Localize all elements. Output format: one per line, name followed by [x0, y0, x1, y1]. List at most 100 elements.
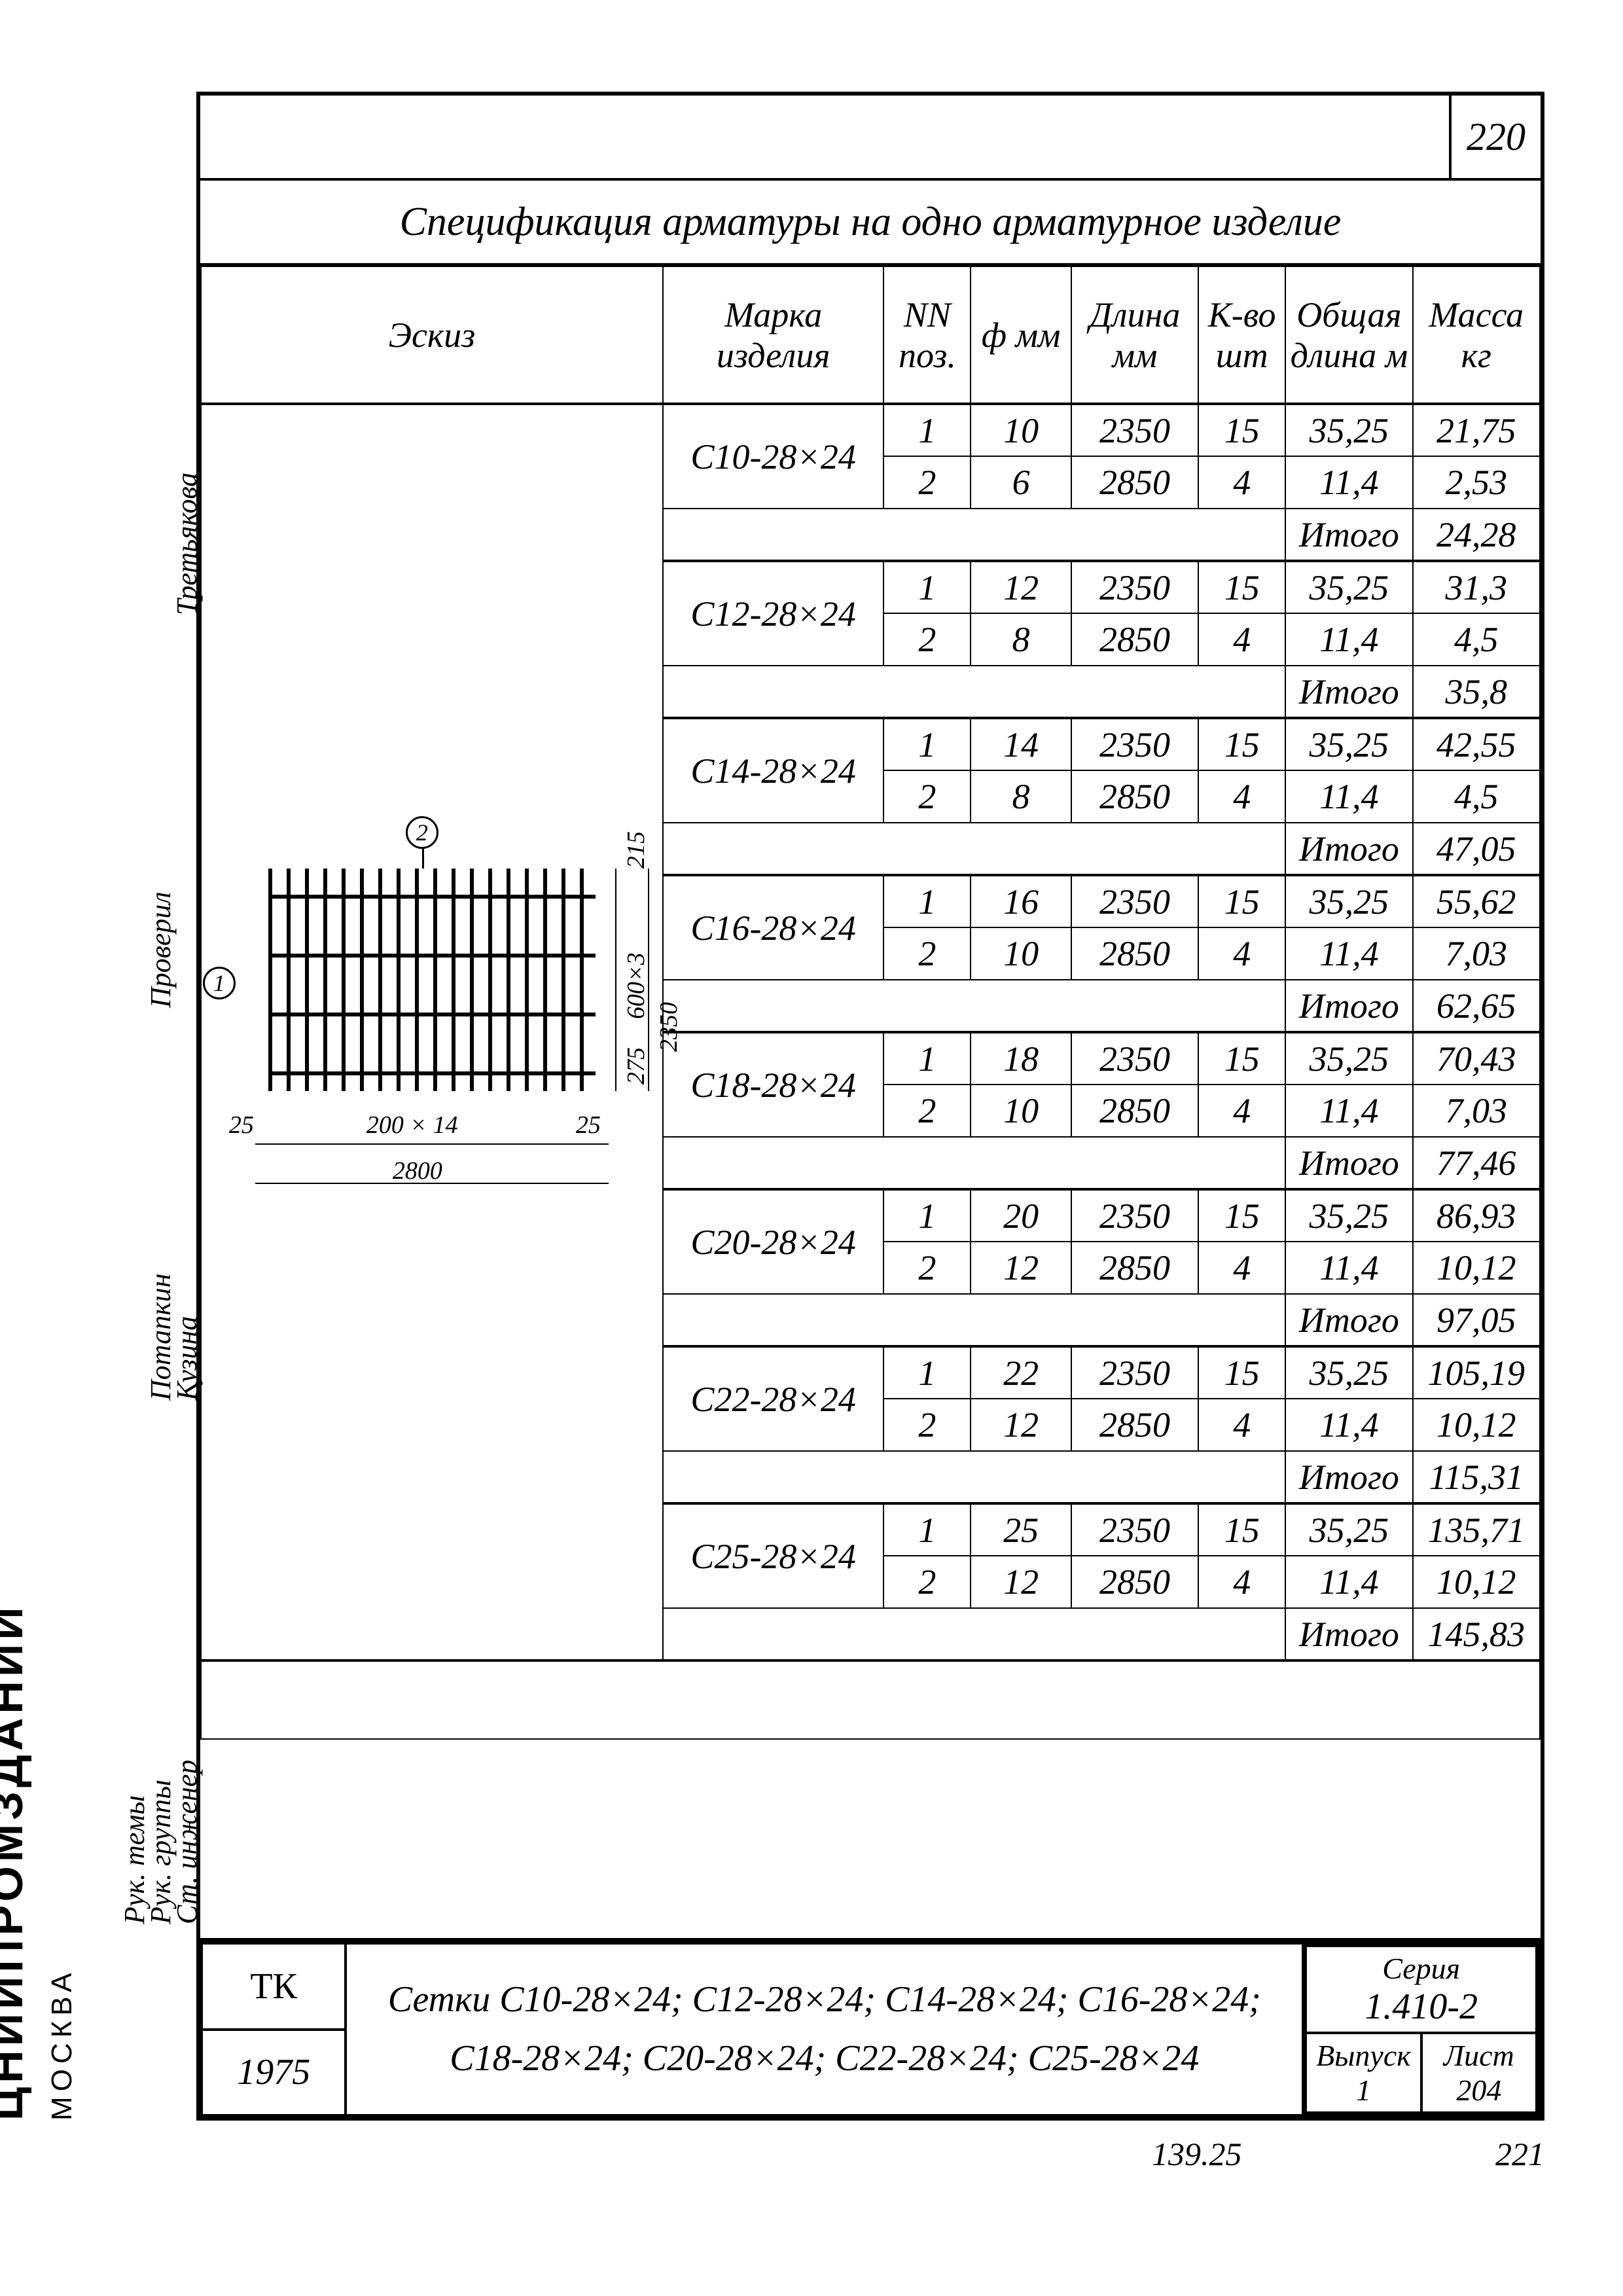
itogo-label: Итого [1285, 1137, 1412, 1189]
cell-dlina: 2850 [1071, 770, 1198, 823]
header-massa: Масса кг [1413, 266, 1540, 404]
itogo-label: Итого [1285, 1608, 1412, 1660]
cell-phi: 18 [971, 1032, 1071, 1085]
tb-desc-line: Сетки С10-28×24; С12-28×24; С14-28×24; С… [388, 1979, 1261, 2020]
itogo-label: Итого [1285, 666, 1412, 718]
footer-left: 139.25 [1152, 2135, 1242, 2173]
cell-obsh: 35,25 [1285, 875, 1412, 927]
cell-kvo: 15 [1198, 1032, 1285, 1085]
dim-200x14: 200 × 14 [366, 1111, 458, 1139]
cell-marka: С12-28×24 [663, 561, 884, 666]
cell-kvo: 4 [1198, 927, 1285, 980]
cell-phi: 25 [971, 1503, 1071, 1556]
cell-massa: 2,53 [1413, 456, 1540, 509]
tb-desc-line: С18-28×24; С20-28×24; С22-28×24; С25-28×… [450, 2038, 1199, 2079]
cell-kvo: 15 [1198, 1189, 1285, 1242]
cell-marka: С22-28×24 [663, 1346, 884, 1451]
cell-nn: 1 [883, 718, 971, 770]
cell-massa: 7,03 [1413, 1085, 1540, 1137]
cell-marka: С20-28×24 [663, 1189, 884, 1294]
cell-obsh: 35,25 [1285, 718, 1412, 770]
cell-marka: С25-28×24 [663, 1503, 884, 1608]
mesh-grid [268, 869, 596, 1091]
cell-nn: 2 [883, 770, 971, 823]
header-dlina: Длина мм [1071, 266, 1198, 404]
header-obsh: Общая длина м [1285, 266, 1412, 404]
cell-kvo: 15 [1198, 875, 1285, 927]
header-marka: Марка изделия [663, 266, 884, 404]
cell-nn: 2 [883, 1242, 971, 1294]
cell-kvo: 4 [1198, 1242, 1285, 1294]
cell-nn: 1 [883, 1503, 971, 1556]
cell-marka: С18-28×24 [663, 1032, 884, 1137]
cell-massa: 4,5 [1413, 613, 1540, 666]
tb-seria-value: 1.410-2 [1364, 1986, 1478, 2027]
cell-dlina: 2350 [1071, 561, 1198, 613]
cell-nn: 1 [883, 1346, 971, 1399]
cell-kvo: 15 [1198, 1503, 1285, 1556]
cell-obsh: 35,25 [1285, 1346, 1412, 1399]
cell-phi: 10 [971, 1085, 1071, 1137]
cell-massa: 21,75 [1413, 404, 1540, 456]
header-nn: NN поз. [883, 266, 971, 404]
cell-nn: 1 [883, 404, 971, 456]
tb-list-value: 204 [1456, 2073, 1501, 2107]
cell-nn: 2 [883, 1399, 971, 1451]
itogo-value: 24,28 [1413, 509, 1540, 561]
itogo-value: 62,65 [1413, 980, 1540, 1032]
cell-nn: 1 [883, 875, 971, 927]
cell-kvo: 4 [1198, 1556, 1285, 1608]
cell-marka: С10-28×24 [663, 404, 884, 509]
itogo-label: Итого [1285, 1294, 1412, 1346]
itogo-value: 115,31 [1413, 1451, 1540, 1503]
cell-nn: 2 [883, 1085, 971, 1137]
cell-kvo: 15 [1198, 561, 1285, 613]
dim-25l: 25 [229, 1111, 254, 1139]
cell-phi: 14 [971, 718, 1071, 770]
cell-nn: 2 [883, 927, 971, 980]
cell-phi: 12 [971, 561, 1071, 613]
cell-phi: 10 [971, 927, 1071, 980]
tb-year: 1975 [202, 2030, 346, 2116]
itogo-label: Итого [1285, 509, 1412, 561]
cell-massa: 4,5 [1413, 770, 1540, 823]
cell-obsh: 11,4 [1285, 1556, 1412, 1608]
cell-obsh: 11,4 [1285, 927, 1412, 980]
cell-kvo: 15 [1198, 404, 1285, 456]
cell-kvo: 4 [1198, 456, 1285, 509]
cell-nn: 1 [883, 561, 971, 613]
cell-dlina: 2350 [1071, 1189, 1198, 1242]
cell-dlina: 2350 [1071, 718, 1198, 770]
itogo-value: 77,46 [1413, 1137, 1540, 1189]
itogo-value: 97,05 [1413, 1294, 1540, 1346]
footer-right: 221 [1495, 2135, 1544, 2173]
cell-marka: С14-28×24 [663, 718, 884, 823]
callout-2: 2 [406, 816, 438, 849]
org-name: ЦНИИПРОМЗДАНИЙ [0, 1603, 33, 2121]
header-kvo: К-во шт [1198, 266, 1285, 404]
itogo-value: 145,83 [1413, 1608, 1540, 1660]
itogo-value: 35,8 [1413, 666, 1540, 718]
cell-phi: 12 [971, 1556, 1071, 1608]
side-panel: Рук. темы Рук. группы Ст. инженер Потапк… [79, 157, 190, 2055]
cell-phi: 16 [971, 875, 1071, 927]
tb-description: Сетки С10-28×24; С12-28×24; С14-28×24; С… [346, 1943, 1303, 2115]
cell-massa: 10,12 [1413, 1399, 1540, 1451]
cell-massa: 10,12 [1413, 1242, 1540, 1294]
header-eskiz: Эскиз [201, 266, 663, 404]
cell-kvo: 15 [1198, 718, 1285, 770]
cell-dlina: 2850 [1071, 927, 1198, 980]
cell-dlina: 2850 [1071, 1085, 1198, 1137]
cell-phi: 8 [971, 613, 1071, 666]
cell-nn: 2 [883, 613, 971, 666]
cell-phi: 20 [971, 1189, 1071, 1242]
itogo-label: Итого [1285, 980, 1412, 1032]
drawing-frame: 220 Спецификация арматуры на одно армату… [196, 92, 1544, 2121]
dim-215: 215 [622, 831, 651, 869]
cell-obsh: 11,4 [1285, 1399, 1412, 1451]
tb-tk: ТК [202, 1943, 346, 2030]
footer-numbers: 139.25 221 [1152, 2135, 1544, 2173]
cell-massa: 42,55 [1413, 718, 1540, 770]
page-number: 220 [1449, 96, 1541, 181]
itogo-label: Итого [1285, 1451, 1412, 1503]
